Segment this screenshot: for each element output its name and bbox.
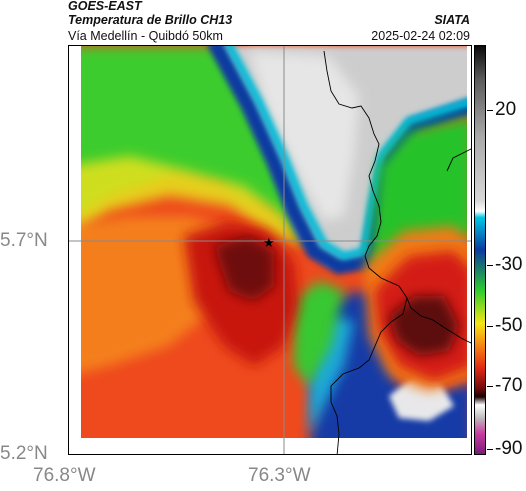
timestamp-label: 2025-02-24 02:09 xyxy=(371,29,470,43)
no-data-left-strip xyxy=(69,46,81,454)
lat-label-5-7: 5.7°N xyxy=(0,230,48,251)
brightness-temperature-map[interactable]: ★ xyxy=(68,45,472,455)
field-cyan-edge xyxy=(225,46,471,261)
field-gray-light xyxy=(249,51,359,221)
colorbar-label-neg30: -30 xyxy=(495,254,523,275)
colorbar-tick xyxy=(487,110,493,112)
field-darkred-core xyxy=(214,236,274,301)
colorbar-tick xyxy=(487,326,493,328)
lon-label-76-3: 76.3°W xyxy=(248,465,311,486)
colorbar-label-20: 20 xyxy=(495,99,517,120)
colorbar-tick xyxy=(487,386,493,388)
colorbar-label-neg90: -90 xyxy=(495,438,523,459)
colorbar-label-neg70: -70 xyxy=(495,375,523,396)
satellite-title: GOES-EAST xyxy=(68,0,142,13)
lat-label-5-2: 5.2°N xyxy=(0,443,48,464)
field-green-lower xyxy=(294,281,344,386)
product-title: Temperatura de Brillo CH13 xyxy=(68,13,233,27)
boundary-line-branch-2 xyxy=(446,148,471,172)
boundary-line-main xyxy=(323,50,408,454)
colorbar-label-neg50: -50 xyxy=(495,315,523,336)
agency-label: SIATA xyxy=(434,13,470,27)
boundary-line-branch xyxy=(406,297,471,344)
route-subtitle: Vía Medellín - Quibdó 50km xyxy=(68,29,223,43)
no-data-strip xyxy=(69,438,471,454)
field-yellow-patch xyxy=(69,156,299,246)
temperature-colorbar xyxy=(474,45,486,455)
colorbar-tick xyxy=(487,449,493,451)
no-data-right-strip xyxy=(467,46,471,454)
colorbar-tick xyxy=(487,265,493,267)
lon-label-76-8: 76.8°W xyxy=(33,465,96,486)
field-darkred-right xyxy=(389,296,459,356)
star-icon[interactable]: ★ xyxy=(263,236,275,251)
